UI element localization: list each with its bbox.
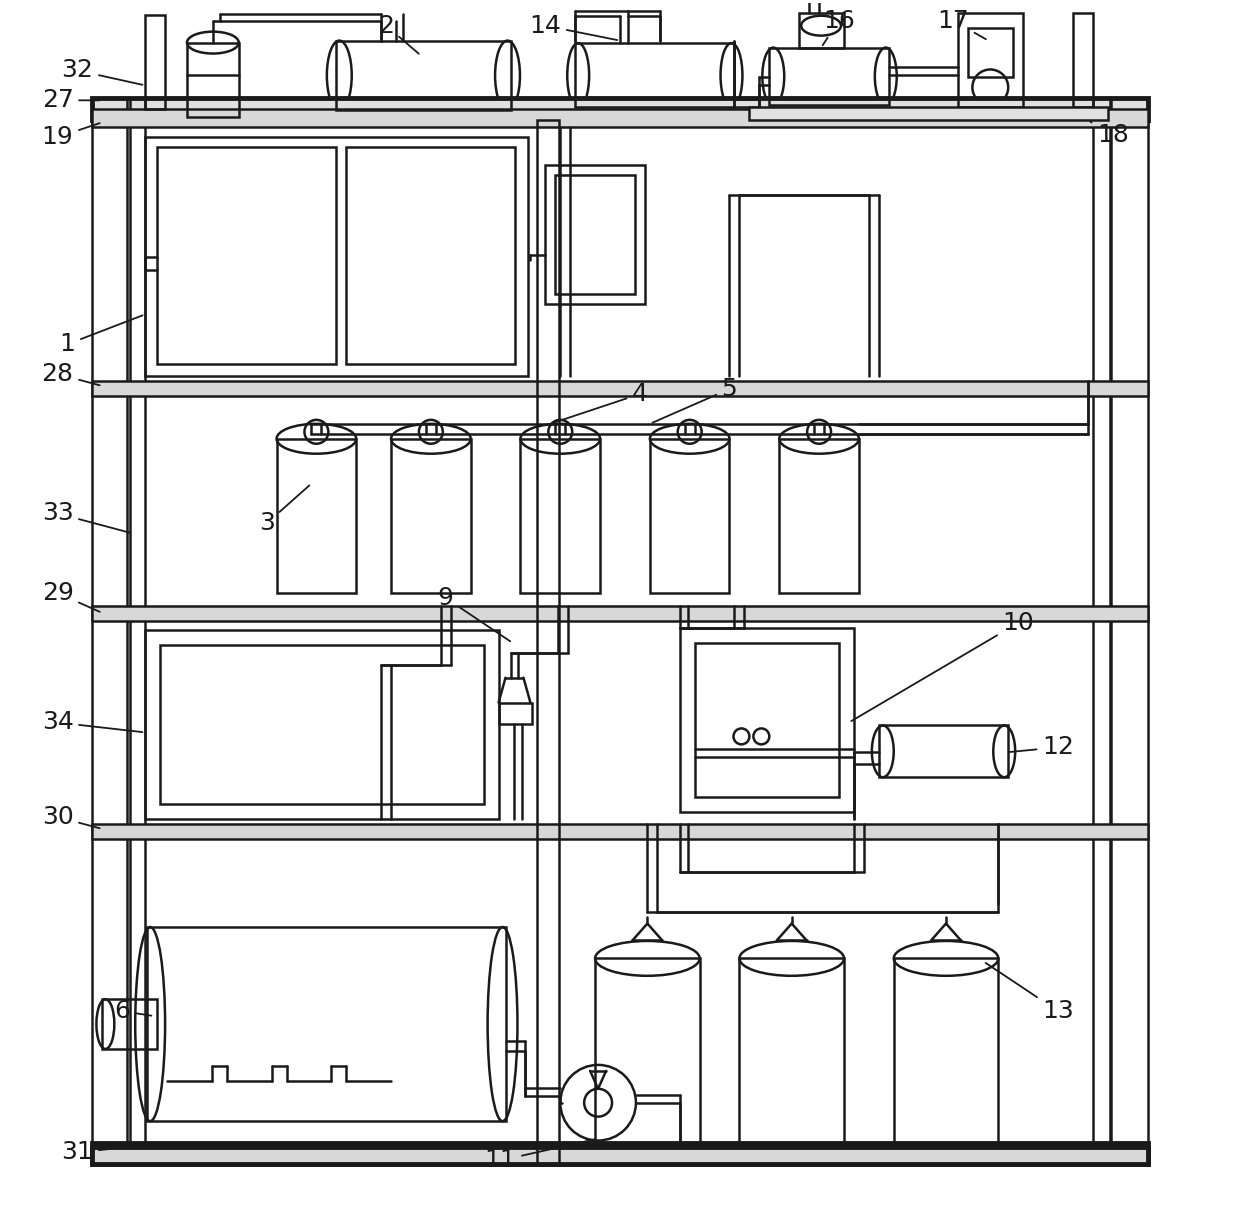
- Bar: [739, 958, 844, 1143]
- Bar: [157, 147, 336, 364]
- Text: 32: 32: [62, 58, 143, 85]
- Text: 2: 2: [378, 13, 419, 53]
- Text: 17: 17: [937, 8, 986, 39]
- Bar: [145, 15, 165, 109]
- Bar: [1110, 98, 1147, 1164]
- Bar: [894, 958, 998, 1143]
- Bar: [93, 824, 1147, 839]
- Bar: [749, 107, 1107, 120]
- Bar: [93, 1146, 1147, 1164]
- Bar: [93, 381, 1147, 395]
- Bar: [556, 175, 635, 295]
- Bar: [93, 98, 130, 1164]
- Text: 12: 12: [1009, 735, 1074, 759]
- Bar: [498, 702, 532, 724]
- Bar: [145, 630, 498, 819]
- Text: 28: 28: [42, 361, 99, 386]
- Bar: [93, 1143, 1147, 1164]
- Text: 19: 19: [42, 123, 99, 149]
- Bar: [799, 12, 844, 47]
- Bar: [336, 40, 511, 110]
- Text: 4: 4: [553, 382, 649, 423]
- Text: 1: 1: [60, 315, 143, 357]
- Text: 34: 34: [42, 711, 143, 734]
- Text: 14: 14: [529, 13, 618, 40]
- Bar: [968, 28, 1013, 78]
- Bar: [575, 42, 734, 107]
- Text: 27: 27: [42, 89, 99, 113]
- Bar: [1073, 12, 1092, 107]
- Text: 29: 29: [42, 581, 100, 611]
- Bar: [277, 439, 356, 593]
- Bar: [145, 137, 528, 376]
- Bar: [694, 643, 839, 797]
- Bar: [680, 628, 854, 811]
- Bar: [779, 439, 859, 593]
- Bar: [959, 12, 1023, 107]
- Bar: [93, 606, 1147, 621]
- Bar: [546, 165, 645, 304]
- Bar: [521, 439, 600, 593]
- Text: 3: 3: [259, 485, 309, 535]
- Bar: [93, 109, 1147, 127]
- Bar: [650, 439, 729, 593]
- Text: 10: 10: [852, 611, 1034, 721]
- Text: 30: 30: [42, 805, 99, 828]
- Bar: [160, 645, 484, 804]
- Text: 16: 16: [822, 8, 854, 45]
- Text: 6: 6: [114, 1000, 151, 1023]
- Bar: [769, 47, 889, 106]
- Bar: [346, 147, 516, 364]
- Text: 31: 31: [62, 1140, 129, 1164]
- Bar: [128, 98, 145, 1164]
- Bar: [187, 42, 239, 118]
- Bar: [93, 98, 1147, 120]
- Bar: [879, 725, 1008, 778]
- Text: 18: 18: [1090, 121, 1128, 147]
- Bar: [537, 120, 559, 1164]
- Text: 33: 33: [42, 501, 129, 533]
- Bar: [595, 958, 699, 1143]
- Text: 5: 5: [652, 377, 738, 422]
- Text: 11: 11: [485, 1139, 595, 1173]
- Bar: [103, 1000, 157, 1049]
- Bar: [148, 927, 506, 1121]
- Bar: [1092, 98, 1111, 1164]
- Text: 13: 13: [986, 963, 1074, 1023]
- Text: 9: 9: [438, 586, 510, 642]
- Bar: [391, 439, 471, 593]
